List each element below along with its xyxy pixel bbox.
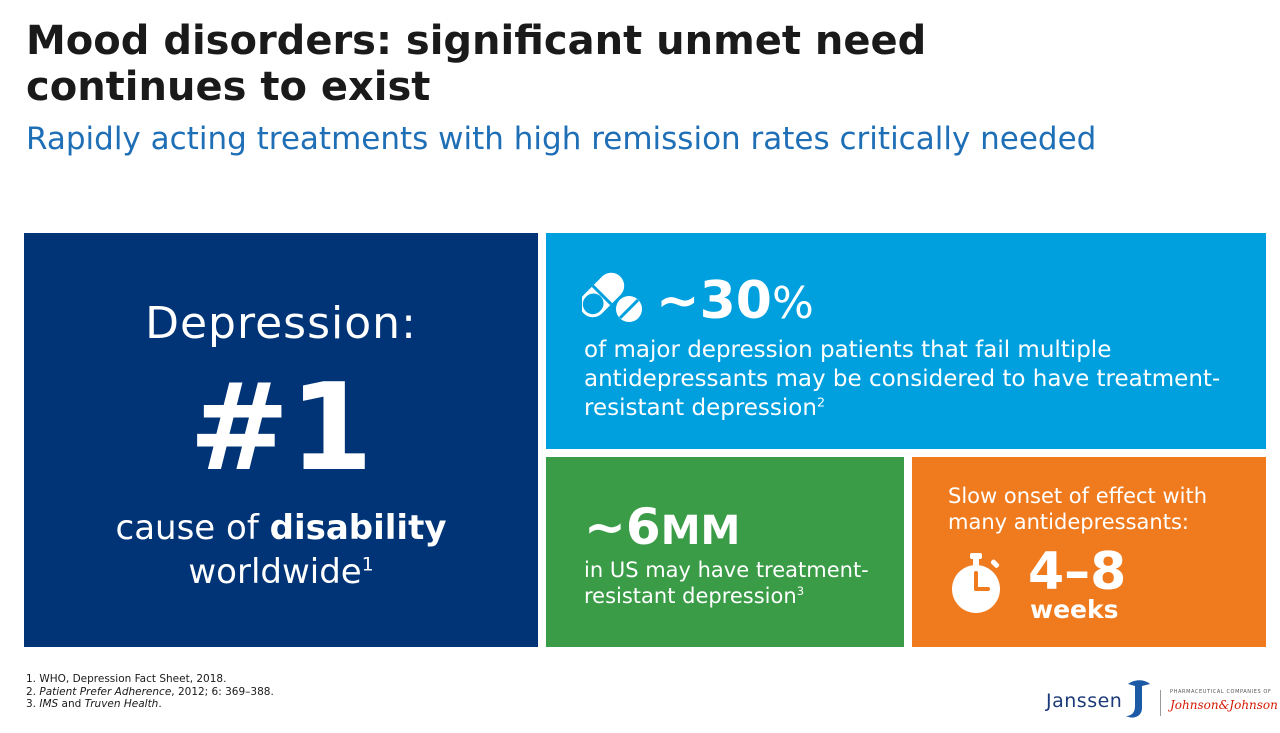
thirty-percent-stat: ~30% xyxy=(656,273,814,332)
footnote-2: 2. Patient Prefer Adherence, 2012; 6: 36… xyxy=(26,686,274,699)
worldwide-line: worldwide1 xyxy=(24,551,538,593)
six-million-description: in US may have treatment-resistant depre… xyxy=(584,558,869,608)
title-line-1: Mood disorders: significant unmet need xyxy=(26,18,927,64)
footnote-3-mid: and xyxy=(58,698,85,710)
stat-6-unit: MM xyxy=(660,508,741,554)
thirty-percent-description: of major depression patients that fail m… xyxy=(584,337,1221,421)
weeks-range-stat: 4–8 xyxy=(1028,542,1127,602)
depression-heading: Depression: xyxy=(145,298,417,349)
cause-line: cause of disability xyxy=(24,507,538,549)
treatment-resistant-panel: ~30% of major depression patients that f… xyxy=(546,233,1266,449)
title-line-2: continues to exist xyxy=(26,64,431,110)
slide-title: Mood disorders: significant unmet need c… xyxy=(26,18,1226,110)
footnote-1: 1. WHO, Depression Fact Sheet, 2018. xyxy=(26,673,227,685)
stat-30-unit: % xyxy=(771,278,814,329)
footnote-3-source-1: IMS xyxy=(39,698,59,710)
slide-subtitle: Rapidly acting treatments with high remi… xyxy=(26,121,1097,157)
worldwide-word: worldwide xyxy=(188,552,362,592)
weeks-label: weeks xyxy=(1030,595,1119,624)
footnote-2-prefix: 2. xyxy=(26,685,40,698)
six-million-text: in US may have treatment-resistant depre… xyxy=(584,557,894,609)
slow-onset-panel: Slow onset of effect with many antidepre… xyxy=(912,457,1266,647)
janssen-mark-icon xyxy=(1126,680,1150,718)
janssen-logo: Janssen xyxy=(1046,690,1123,712)
stat-6-value: ~6 xyxy=(584,498,661,556)
stopwatch-icon xyxy=(952,553,1000,613)
us-patients-panel: ~6MM in US may have treatment-resistant … xyxy=(546,457,904,647)
footnote-2-rest: , 2012; 6: 369–388. xyxy=(171,685,274,698)
footnote-3-end: . xyxy=(158,698,162,710)
footnotes: 1. WHO, Depression Fact Sheet, 2018. 2. … xyxy=(26,673,274,711)
footnote-ref-2: 2 xyxy=(816,394,825,410)
pills-icon xyxy=(582,272,642,322)
cause-prefix: cause of xyxy=(115,508,270,548)
pharma-companies-text: PHARMACEUTICAL COMPANIES OF xyxy=(1170,689,1272,695)
thirty-percent-text: of major depression patients that fail m… xyxy=(584,336,1224,423)
footnote-3-prefix: 3. xyxy=(26,698,40,710)
johnson-johnson-logo: Johnson&Johnson xyxy=(1170,698,1278,712)
footnote-3-source-2: Truven Health xyxy=(84,698,159,710)
footnote-3: 3. IMS and Truven Health. xyxy=(26,698,274,711)
stat-30-value: ~30 xyxy=(656,271,772,331)
rank-number: #1 xyxy=(188,359,374,498)
six-million-stat: ~6MM xyxy=(584,499,740,559)
logo-divider xyxy=(1160,690,1161,716)
depression-panel: Depression: #1 cause of disability world… xyxy=(24,233,538,647)
footnote-ref-1: 1 xyxy=(361,554,374,576)
footnote-ref-3: 3 xyxy=(796,584,805,598)
disability-word: disability xyxy=(269,508,447,548)
footnote-2-journal: Patient Prefer Adherence xyxy=(39,685,172,698)
slow-onset-text: Slow onset of effect with many antidepre… xyxy=(948,484,1208,534)
